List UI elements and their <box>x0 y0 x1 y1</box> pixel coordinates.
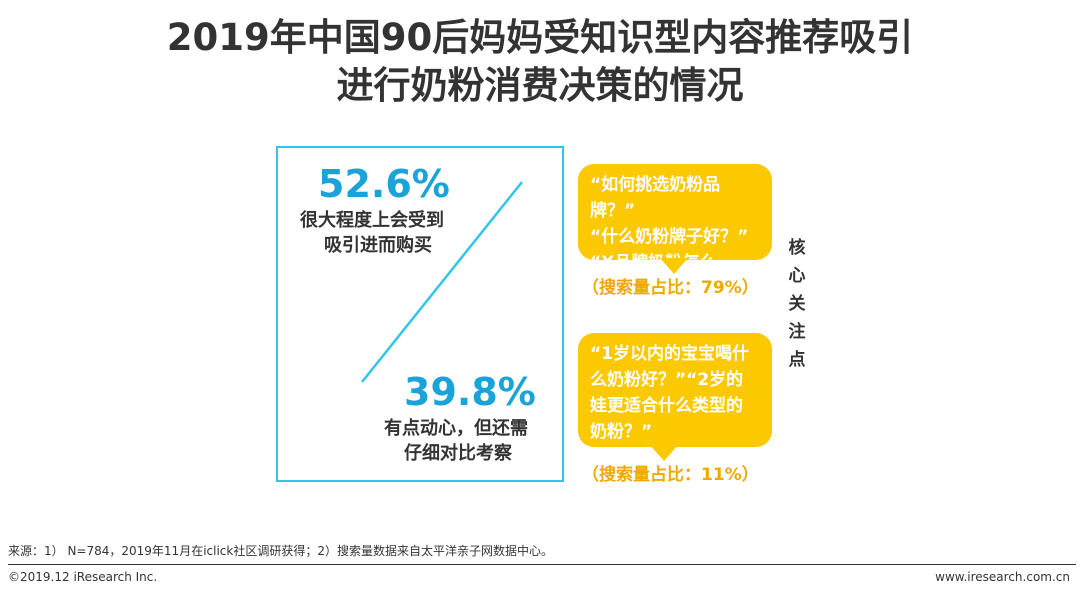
website-link[interactable]: www.iresearch.com.cn <box>935 570 1070 584</box>
bubble-1-tail <box>660 258 688 274</box>
diagonal-line <box>361 181 523 383</box>
core-focus-label: 核 心 关 注 点 <box>786 234 808 374</box>
bubble-2-tail <box>650 445 678 461</box>
query-bubble-2-line-3: 娃更适合什么类型的 <box>590 396 743 416</box>
search-ratio-2: （搜索量占比：11%） <box>582 465 759 485</box>
footer-divider <box>8 564 1076 565</box>
stat-desc-1-line-2: 吸引进而购买 <box>324 235 432 256</box>
core-focus-char-5: 点 <box>788 350 806 370</box>
title-line-1: 2019年中国90后妈妈受知识型内容推荐吸引 <box>166 16 914 59</box>
query-bubble-2: “1岁以内的宝宝喝什 么奶粉好？”“2岁的 娃更适合什么类型的 奶粉？” <box>578 333 772 447</box>
core-focus-char-2: 心 <box>788 266 806 286</box>
search-ratio-1: （搜索量占比：79%） <box>582 278 759 298</box>
query-bubble-2-line-1: “1岁以内的宝宝喝什 <box>590 344 750 364</box>
query-bubble-2-line-2: 么奶粉好？”“2岁的 <box>590 370 744 390</box>
query-bubble-1: “如何挑选奶粉品牌？” “什么奶粉牌子好？” “X品牌奶粉怎么样？” <box>578 164 772 299</box>
core-focus-char-1: 核 <box>788 238 806 258</box>
core-focus-char-4: 注 <box>788 322 806 342</box>
stat-desc-2-line-1: 有点动心，但还需 <box>384 418 528 439</box>
query-bubble-1-line-1: “如何挑选奶粉品牌？” <box>590 175 721 221</box>
stat-percent-1: 52.6% <box>318 162 450 206</box>
title-line-2: 进行奶粉消费决策的情况 <box>336 64 744 107</box>
query-bubble-1-line-2: “什么奶粉牌子好？” <box>590 227 749 247</box>
copyright: ©2019.12 iResearch Inc. <box>8 570 158 584</box>
stat-desc-2: 有点动心，但还需 仔细对比考察 <box>384 416 528 466</box>
stat-desc-1: 很大程度上会受到 吸引进而购买 <box>300 208 444 258</box>
stats-box <box>276 146 564 482</box>
page-title: 2019年中国90后妈妈受知识型内容推荐吸引 进行奶粉消费决策的情况 <box>0 14 1080 110</box>
query-bubble-2-line-4: 奶粉？” <box>590 422 653 442</box>
stat-desc-1-line-1: 很大程度上会受到 <box>300 210 444 231</box>
source-note: 来源：1） N=784，2019年11月在iclick社区调研获得；2）搜索量数… <box>8 544 553 558</box>
core-focus-char-3: 关 <box>788 294 806 314</box>
stat-desc-2-line-2: 仔细对比考察 <box>404 443 512 464</box>
stat-percent-2: 39.8% <box>404 370 536 414</box>
